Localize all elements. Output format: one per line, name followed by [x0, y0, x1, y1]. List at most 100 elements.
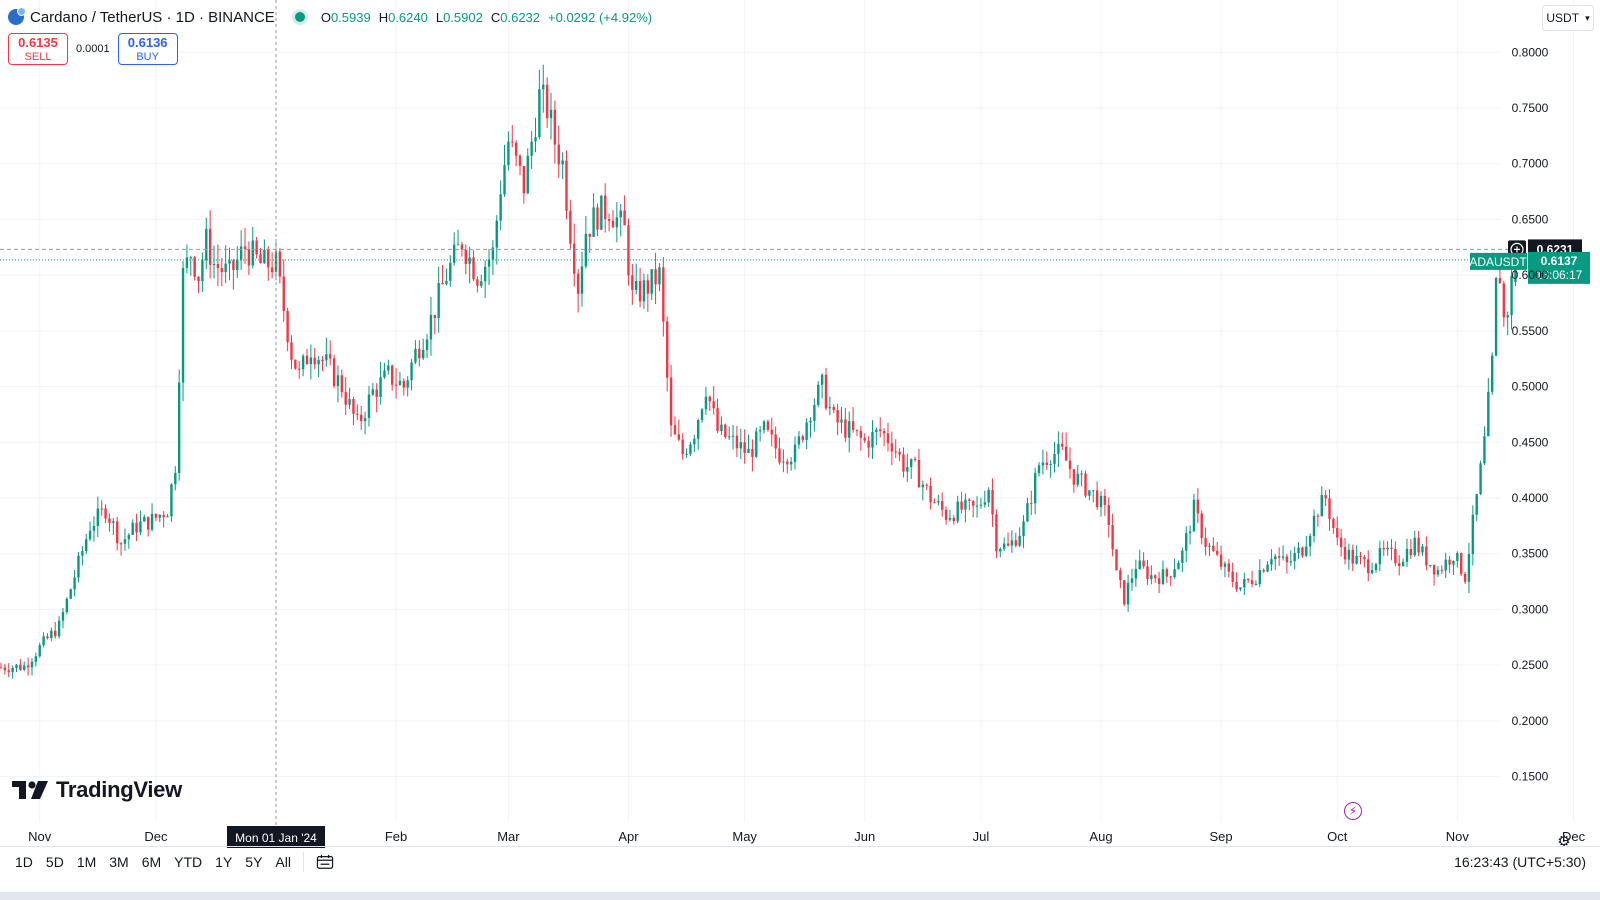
- candle: [1332, 517, 1335, 534]
- range-1m-button[interactable]: 1M: [76, 854, 97, 870]
- candle: [1243, 572, 1246, 596]
- candle: [716, 398, 719, 434]
- range-all-button[interactable]: All: [275, 854, 291, 870]
- candle: [565, 150, 568, 220]
- x-tick-label: Oct: [1327, 829, 1348, 844]
- candle: [673, 416, 677, 435]
- candle: [236, 246, 239, 279]
- candle: [1037, 462, 1041, 477]
- candle: [1049, 460, 1052, 478]
- candle: [177, 369, 181, 481]
- range-5d-button[interactable]: 5D: [45, 854, 64, 870]
- candle: [1347, 543, 1351, 570]
- lightning-icon[interactable]: ⚡: [1344, 802, 1362, 820]
- candle: [429, 296, 433, 356]
- candle: [1161, 560, 1165, 585]
- candle: [270, 252, 274, 279]
- range-6m-button[interactable]: 6M: [141, 854, 162, 870]
- change-value: +0.0292 (+4.92%): [548, 9, 653, 25]
- candle: [108, 513, 111, 532]
- sell-button[interactable]: 0.6135 SELL: [8, 33, 68, 65]
- range-5y-button[interactable]: 5Y: [245, 854, 263, 870]
- candle: [1336, 516, 1339, 546]
- y-tick-label: 0.4500: [1512, 435, 1549, 449]
- candle: [1204, 527, 1207, 556]
- candle: [766, 419, 770, 432]
- logo-text: TradingView: [56, 777, 182, 802]
- candle: [735, 425, 739, 457]
- candle: [1123, 579, 1126, 607]
- range-3m-button[interactable]: 3M: [109, 854, 129, 870]
- candle: [518, 154, 522, 176]
- candle: [1483, 426, 1486, 466]
- candle: [875, 427, 878, 446]
- candle: [805, 418, 808, 450]
- candle: [855, 429, 859, 437]
- candle: [228, 247, 231, 281]
- candle: [1308, 533, 1312, 557]
- candle: [309, 344, 313, 380]
- candle: [1169, 575, 1172, 587]
- candle: [1246, 578, 1250, 584]
- candle: [1231, 562, 1234, 588]
- open-label: O: [320, 9, 331, 25]
- candle: [201, 252, 204, 293]
- buy-button[interactable]: 0.6136 BUY: [117, 33, 178, 65]
- candle: [356, 404, 359, 420]
- candle: [999, 547, 1002, 558]
- candle: [530, 130, 533, 170]
- candle: [197, 276, 200, 294]
- candle: [127, 533, 131, 549]
- symbol-title[interactable]: Cardano / TetherUS · 1D · BINANCE: [30, 8, 275, 26]
- candle: [1281, 545, 1285, 561]
- candle: [1378, 540, 1382, 572]
- candle: [162, 511, 165, 528]
- clock-timezone[interactable]: 16:23:43 (UTC+5:30): [1454, 854, 1586, 870]
- candle: [882, 428, 886, 447]
- candle: [1045, 451, 1048, 471]
- range-ytd-button[interactable]: YTD: [174, 854, 203, 870]
- candle: [1448, 555, 1451, 573]
- high-label: H: [378, 9, 389, 25]
- candle: [762, 419, 766, 434]
- candle: [1382, 540, 1385, 557]
- candle: [631, 264, 634, 305]
- candle: [576, 268, 580, 313]
- candle: [437, 266, 440, 333]
- bottom-toolbar: 1D 5D 1M 3M 6M YTD 1Y 5Y All 16:23:43 (UTC+5:30): [0, 846, 1600, 877]
- candle: [1456, 551, 1459, 568]
- currency-selector[interactable]: USDT ▾: [1542, 5, 1594, 31]
- y-tick-label: 0.2500: [1512, 658, 1549, 672]
- candle: [743, 429, 746, 464]
- tradingview-logo-icon: [12, 781, 48, 799]
- high-value: 0.6240: [388, 9, 428, 25]
- candle: [383, 362, 386, 379]
- tradingview-logo[interactable]: TradingView: [12, 777, 182, 803]
- candle: [859, 425, 863, 451]
- x-tick-label: Apr: [618, 829, 639, 844]
- candle: [1390, 539, 1393, 561]
- candle: [1006, 532, 1010, 547]
- candle: [50, 627, 53, 642]
- range-1d-button[interactable]: 1D: [15, 854, 33, 870]
- last-price-label: 0.6137: [1541, 254, 1578, 268]
- candle: [995, 509, 998, 558]
- y-tick-label: 0.1500: [1512, 770, 1549, 784]
- candle: [1115, 549, 1118, 571]
- candle: [143, 514, 146, 522]
- candle: [635, 263, 638, 295]
- candle: [848, 411, 851, 453]
- range-1y-button[interactable]: 1Y: [215, 854, 233, 870]
- candle: [557, 125, 560, 178]
- candle: [452, 232, 456, 266]
- candle: [507, 131, 510, 171]
- calendar-range-icon[interactable]: [316, 854, 334, 870]
- candle: [623, 195, 626, 226]
- gear-icon[interactable]: ⚙: [1557, 833, 1571, 850]
- candle: [1227, 559, 1231, 578]
- candle: [650, 269, 653, 300]
- candle: [61, 608, 65, 629]
- candle: [700, 408, 704, 423]
- candle: [867, 436, 870, 458]
